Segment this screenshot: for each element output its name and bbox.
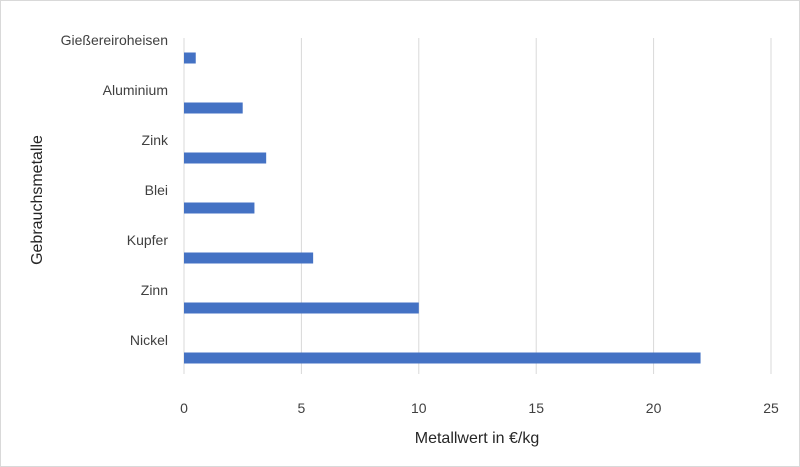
x-tick-label-4: 20	[646, 400, 662, 416]
y-category-label-2: Zink	[142, 132, 169, 148]
bars	[184, 52, 701, 364]
y-category-label-3: Blei	[145, 182, 168, 198]
bar-kupfer	[184, 252, 314, 264]
x-tick-label-1: 5	[298, 400, 306, 416]
y-category-labels: Gießereiroheisen Aluminium Zink Blei Kupfer Z…	[61, 32, 169, 348]
gridlines	[183, 38, 772, 374]
y-axis-title: Gebrauchsmetalle	[29, 135, 46, 265]
bar-nickel	[184, 352, 701, 364]
y-category-label-1: Aluminium	[103, 82, 168, 98]
x-tick-label-2: 10	[411, 400, 427, 416]
x-tick-labels: 0 5 10 15 20 25	[180, 400, 779, 416]
x-axis-title: Metallwert in €/kg	[415, 430, 540, 447]
y-category-label-0: Gießereiroheisen	[61, 32, 168, 48]
y-category-label-6: Nickel	[130, 332, 168, 348]
bar-zinn	[184, 302, 419, 314]
x-tick-label-3: 15	[528, 400, 544, 416]
bar-aluminium	[184, 102, 243, 114]
y-category-label-4: Kupfer	[127, 232, 169, 248]
bar-blei	[184, 202, 255, 214]
x-tick-label-0: 0	[180, 400, 188, 416]
bar-gießereiroheisen	[184, 52, 196, 64]
y-category-label-5: Zinn	[141, 282, 168, 298]
bar-zink	[184, 152, 267, 164]
x-tick-label-5: 25	[763, 400, 779, 416]
